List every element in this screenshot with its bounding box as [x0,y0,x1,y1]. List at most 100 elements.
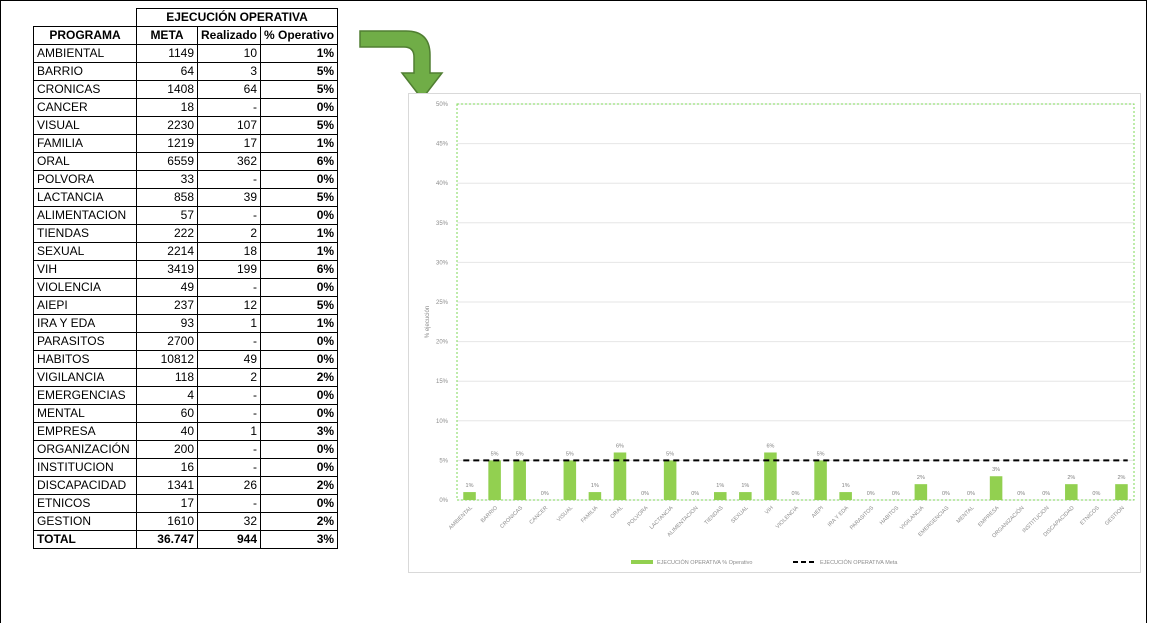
table-row: SEXUAL 2214 18 1% [33,242,339,261]
realizado-cell: 199 [196,260,262,279]
realizado-cell: - [196,404,262,423]
meta-cell: 33 [136,170,198,189]
realizado-cell: 944 [196,530,262,549]
meta-cell: 1610 [136,512,198,531]
programa-cell: ALIMENTACION [33,206,137,225]
bar [739,492,752,500]
table-row: HABITOS 10812 49 0% [33,350,339,369]
operativo-cell: 2% [260,368,339,387]
bar-data-label: 2% [1067,475,1075,481]
y-tick-label: 15% [436,379,449,385]
operativo-cell: 0% [260,494,339,513]
bar-data-label: 2% [917,475,925,481]
execution-table: EJECUCIÓN OPERATIVA PROGRAMA META Realiz… [33,8,339,549]
programa-cell: CRONICAS [33,80,137,99]
programa-cell: VIH [33,260,137,279]
bar-data-label: 5% [666,451,674,457]
operativo-cell: 5% [260,62,339,81]
meta-cell: 49 [136,278,198,297]
x-tick-label: IRA Y EDA [827,505,850,528]
bar [513,460,526,500]
programa-cell: AMBIENTAL [33,44,137,63]
programa-cell: BARRIO [33,62,137,81]
y-tick-label: 10% [436,419,449,425]
meta-cell: 237 [136,296,198,315]
meta-cell: 40 [136,422,198,441]
meta-cell: 3419 [136,260,198,279]
realizado-cell: 12 [196,296,262,315]
chart-area: 0% 5% 10% 15% 20% 25% 30% 35% 40% 45% 50% % ejecuci… [408,93,1141,573]
x-tick-label: CRONICAS [499,505,524,530]
table-row: BARRIO 64 3 5% [33,62,339,81]
meta-cell: 2214 [136,242,198,261]
programa-cell: CANCER [33,98,137,117]
legend-swatch-bar [631,560,653,564]
x-tick-label: VISUAL [556,505,574,523]
meta-cell: 93 [136,314,198,333]
bar [1115,484,1128,500]
table-row: ALIMENTACION 57-0% [33,206,339,225]
y-tick-label: 45% [436,142,449,148]
table-row: ETNICOS 17-0% [33,494,339,513]
y-tick-label: 35% [436,221,449,227]
x-tick-label: MENTAL [956,505,976,525]
programa-cell: HABITOS [33,350,137,369]
table-row: IRA Y EDA 93 1 1% [33,314,339,333]
programa-cell: ETNICOS [33,494,137,513]
operativo-cell: 2% [260,512,339,531]
y-tick-label: 25% [436,300,449,306]
bar-data-label: 5% [491,451,499,457]
table-row: ORGANIZACIÓN 200-0% [33,440,339,459]
y-tick-label: 30% [436,260,449,266]
meta-cell: 6559 [136,152,198,171]
y-tick-label: 5% [439,458,448,464]
programa-cell: VIOLENCIA [33,278,137,297]
meta-cell: 17 [136,494,198,513]
operativo-cell: 1% [260,314,339,333]
bar-data-label: 1% [842,483,850,489]
bar-data-label: 0% [1017,491,1025,497]
bar-data-label: 5% [566,451,574,457]
operativo-cell: 0% [260,386,339,405]
operativo-cell: 6% [260,152,339,171]
x-tick-label: POLVORA [627,505,650,528]
table-row: TIENDAS 222 2 1% [33,224,339,243]
realizado-cell: - [196,278,262,297]
col-header-operativo: % Operativo [260,26,339,45]
meta-cell: 1408 [136,80,198,99]
meta-cell: 858 [136,188,198,207]
realizado-cell: 362 [196,152,262,171]
table-row: VIH 3419 199 6% [33,260,339,279]
realizado-cell: 10 [196,44,262,63]
operativo-cell: 5% [260,188,339,207]
table-row: ORAL 6559 362 6% [33,152,339,171]
bar-data-label: 3% [992,467,1000,473]
operativo-cell: 5% [260,296,339,315]
meta-cell: 60 [136,404,198,423]
meta-cell: 200 [136,440,198,459]
operativo-cell: 0% [260,170,339,189]
realizado-cell: 32 [196,512,262,531]
realizado-cell: - [196,440,262,459]
table-row: PARASITOS 2700-0% [33,332,339,351]
realizado-cell: 2 [196,224,262,243]
x-tick-label: EMPRESA [977,505,1000,528]
programa-cell: LACTANCIA [33,188,137,207]
operativo-cell: 1% [260,224,339,243]
bar-data-label: 0% [942,491,950,497]
table-row: AIEPI 237 12 5% [33,296,339,315]
bar-data-label: 0% [691,491,699,497]
operativo-cell: 1% [260,242,339,261]
operativo-cell: 0% [260,206,339,225]
y-tick-label: 50% [436,102,449,108]
realizado-cell: 18 [196,242,262,261]
realizado-cell: - [196,494,262,513]
table-row: VIGILANCIA 118 2 2% [33,368,339,387]
programa-cell: IRA Y EDA [33,314,137,333]
meta-cell: 16 [136,458,198,477]
meta-cell: 57 [136,206,198,225]
operativo-cell: 0% [260,332,339,351]
operativo-cell: 6% [260,260,339,279]
realizado-cell: 2 [196,368,262,387]
x-tick-label: AIEPI [811,505,826,520]
